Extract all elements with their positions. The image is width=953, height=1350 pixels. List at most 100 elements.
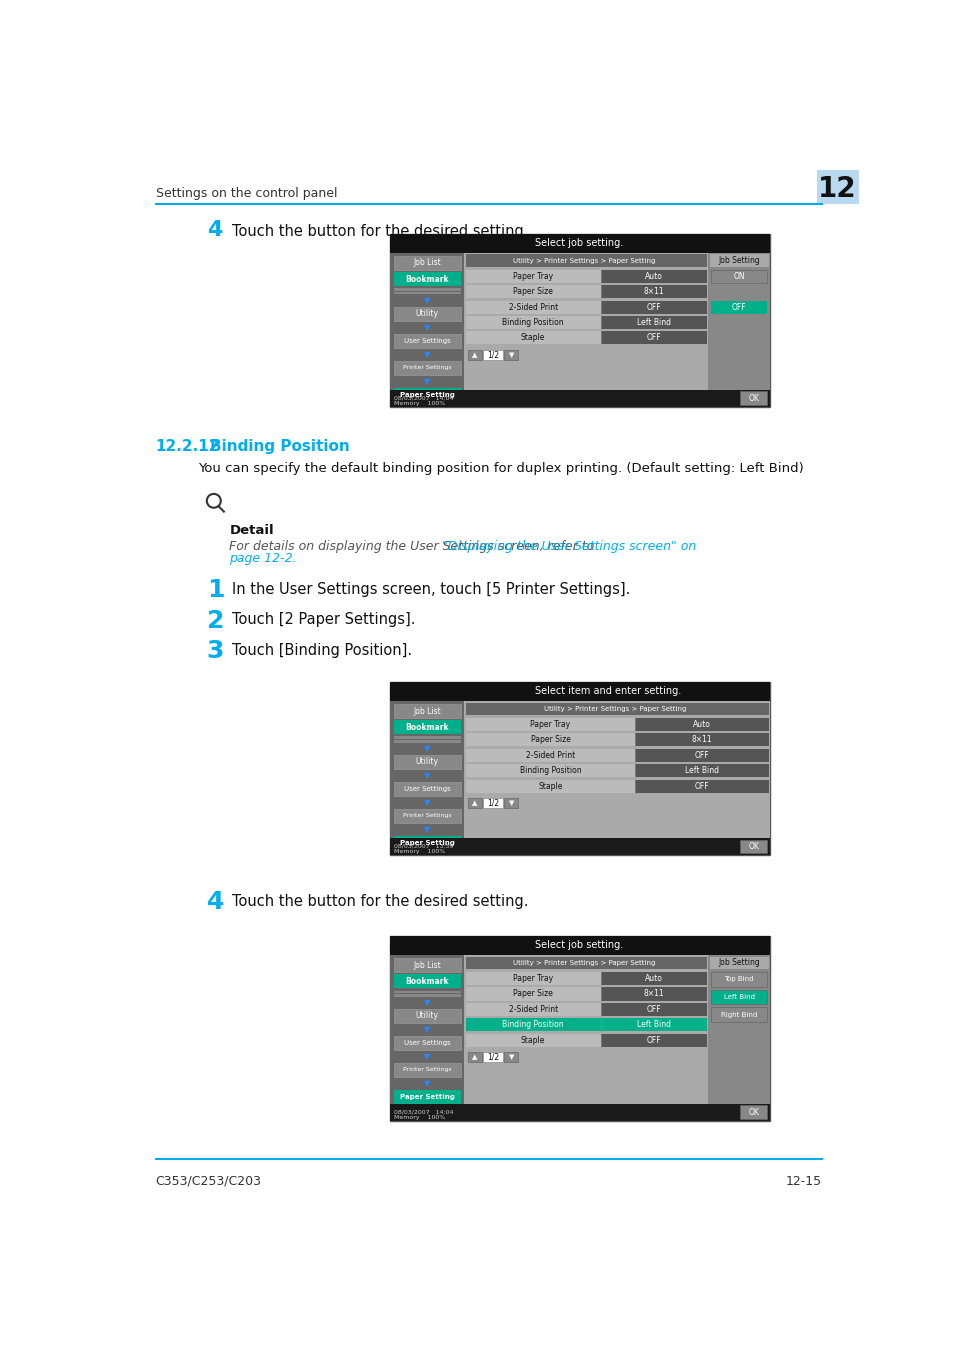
Bar [465,987,600,1000]
Text: Bookmark: Bookmark [405,274,449,284]
Bar [465,972,706,986]
Text: 12-15: 12-15 [785,1174,821,1188]
Bar [600,972,706,986]
Bar [707,954,769,1120]
Text: 8×11: 8×11 [642,990,663,999]
Bar [465,270,706,284]
Text: 2-Sided Print: 2-Sided Print [508,302,558,312]
Bar [465,764,635,778]
Bar [394,292,460,294]
Text: Memory    100%: Memory 100% [394,849,445,855]
Bar [394,721,460,734]
Bar [635,733,768,747]
Text: Utility > Printer Settings > Paper Setting: Utility > Printer Settings > Paper Setti… [544,706,686,711]
Bar [465,1018,600,1031]
Text: In the User Settings screen, touch [5 Printer Settings].: In the User Settings screen, touch [5 Pr… [232,582,629,597]
Bar [390,838,769,855]
Text: Left Bind: Left Bind [636,1021,670,1029]
Text: ON: ON [733,271,744,281]
Text: Paper Tray: Paper Tray [513,975,553,983]
Bar [394,306,460,320]
Bar [635,779,768,792]
Bar [465,749,635,761]
Text: ▼: ▼ [424,350,430,359]
Text: Touch [2 Paper Settings].: Touch [2 Paper Settings]. [232,613,415,628]
Text: 3: 3 [207,640,224,663]
Text: User Settings: User Settings [403,1040,450,1046]
Bar [464,701,769,855]
Bar [394,333,460,347]
Text: 2: 2 [207,609,224,633]
Bar [465,749,768,761]
Text: ▼: ▼ [424,377,430,386]
Text: Utility > Printer Settings > Paper Setting: Utility > Printer Settings > Paper Setti… [513,960,655,965]
Text: ▼: ▼ [424,825,430,834]
Text: Touch [Binding Position].: Touch [Binding Position]. [232,643,412,659]
Text: 4: 4 [207,890,224,914]
Bar [394,1035,460,1050]
Text: 8×11: 8×11 [642,288,663,296]
Bar [504,350,517,360]
Text: 2-Sided Print: 2-Sided Print [508,1004,558,1014]
Text: Select job setting.: Select job setting. [535,238,622,248]
Text: ▼: ▼ [424,999,430,1007]
Bar [390,390,769,406]
Text: OFF: OFF [646,1004,660,1014]
Text: ▲: ▲ [472,352,477,358]
Text: C353/C253/C203: C353/C253/C203 [155,1174,261,1188]
Bar [711,972,766,987]
Text: 08/03/2007   14:04: 08/03/2007 14:04 [394,1110,454,1115]
Bar [465,779,635,792]
Bar [465,779,768,792]
Text: 8×11: 8×11 [691,736,712,744]
Text: 4: 4 [207,220,222,240]
Text: ▼: ▼ [424,1079,430,1088]
Bar [465,1003,600,1017]
Bar [394,1062,460,1077]
Bar [464,954,707,1120]
Bar [600,987,706,1000]
Bar [504,1052,517,1062]
Bar [464,252,707,406]
Bar [711,1007,766,1022]
Bar [465,285,706,298]
Bar [468,798,481,809]
Text: Left Bind: Left Bind [684,767,719,775]
Text: ▼: ▼ [424,744,430,753]
Bar [711,301,766,313]
Bar [465,254,706,267]
Text: 2-Sided Print: 2-Sided Print [525,751,575,760]
Bar [465,301,706,313]
Text: ▼: ▼ [424,1025,430,1034]
Bar [465,331,600,344]
Text: Job Setting: Job Setting [718,958,760,968]
Bar [740,1106,766,1119]
Bar [394,387,460,401]
Bar [394,1008,460,1023]
Bar [394,705,460,718]
Text: Binding Position: Binding Position [502,1021,563,1029]
Bar [390,234,769,252]
Bar [394,736,460,738]
Text: Utility: Utility [416,309,438,319]
Text: 08/03/2007   13:59: 08/03/2007 13:59 [394,844,454,849]
Text: Paper Size: Paper Size [530,736,570,744]
Bar [465,316,706,329]
Bar [394,256,460,270]
Bar [390,1104,769,1120]
Text: "Displaying the User Settings screen" on: "Displaying the User Settings screen" on [441,540,696,553]
Bar [465,301,600,313]
Bar [483,798,502,809]
Bar [465,702,768,716]
Text: 1/2: 1/2 [487,1053,498,1061]
Bar [390,701,464,855]
Bar [465,1034,600,1046]
Text: Paper Tray: Paper Tray [530,720,570,729]
Text: OFF: OFF [694,782,709,791]
Bar [635,764,768,778]
Bar [711,270,766,284]
Bar [394,755,460,768]
Text: Job List: Job List [413,706,440,716]
Text: Binding Position: Binding Position [210,439,350,454]
Text: Bookmark: Bookmark [405,722,449,732]
